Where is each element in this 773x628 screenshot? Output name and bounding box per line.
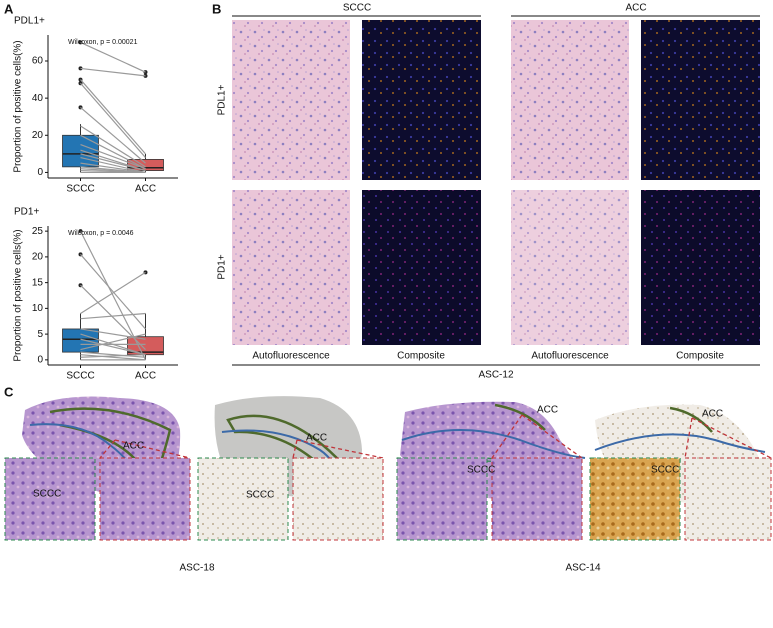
image — [362, 190, 481, 345]
paired-line — [80, 67, 146, 77]
paired-line — [80, 284, 146, 350]
image-label: Composite — [397, 351, 445, 362]
y-tick-label: 40 — [32, 93, 44, 104]
sample-label: ASC-18 — [179, 563, 214, 574]
region-label: ACC — [123, 441, 144, 452]
image-label: Autofluorescence — [252, 351, 330, 362]
paired-line — [80, 312, 146, 320]
contour — [669, 406, 713, 433]
paired-line — [80, 253, 146, 330]
paired-line — [80, 271, 146, 315]
x-tick-label: SCCC — [66, 371, 94, 382]
contour — [401, 429, 586, 459]
paired-line — [80, 106, 146, 164]
y-tick-label: 0 — [37, 167, 43, 178]
y-axis-label: Proportion of positive cells(%) — [13, 40, 24, 172]
zoom-image — [292, 457, 384, 541]
box — [62, 134, 99, 168]
paired-line — [80, 354, 146, 358]
paired-line — [80, 328, 146, 340]
box — [127, 159, 164, 171]
y-tick-label: 5 — [37, 329, 43, 340]
paired-line — [80, 125, 146, 168]
region-label: ACC — [306, 433, 327, 444]
y-tick-label: 20 — [32, 130, 44, 141]
paired-line — [80, 79, 146, 155]
box — [62, 328, 99, 353]
x-tick-label: SCCC — [66, 184, 94, 195]
y-tick-label: 15 — [32, 277, 44, 288]
image — [511, 20, 629, 180]
contour — [494, 403, 546, 431]
paired-line — [80, 333, 146, 351]
image — [232, 20, 350, 180]
zoom-image — [197, 457, 289, 541]
chart-title: PDL1+ — [14, 16, 45, 27]
y-tick-label: 10 — [32, 303, 44, 314]
image-label: Autofluorescence — [531, 351, 609, 362]
paired-line — [80, 162, 146, 174]
image — [641, 190, 760, 345]
contour — [594, 433, 766, 453]
zoom-image — [684, 457, 772, 541]
panel-b: SCCC ACC PDL1+ PD1+ Autofluorescence Com… — [217, 3, 760, 381]
zoom-image — [396, 457, 488, 541]
region-label: ACC — [537, 405, 558, 416]
region-label: SCCC — [651, 465, 679, 476]
region-label: SCCC — [33, 489, 61, 500]
image — [362, 20, 481, 180]
paired-line — [80, 354, 146, 361]
y-tick-label: 0 — [37, 354, 43, 365]
x-tick-label: ACC — [135, 371, 156, 382]
box-charts: PDL1+ Proportion of positive cells(%) 0 20 4… — [13, 16, 178, 382]
paired-line — [80, 144, 146, 170]
paired-line — [80, 351, 146, 358]
image — [232, 190, 350, 345]
zoom-image — [4, 457, 96, 541]
column-header: SCCC — [343, 3, 371, 14]
paired-line — [80, 153, 146, 172]
image-label: Composite — [676, 351, 724, 362]
x-tick-label: ACC — [135, 184, 156, 195]
row-label: PD1+ — [217, 254, 228, 279]
y-tick-label: 20 — [32, 252, 44, 263]
sample-label: ASC-12 — [478, 370, 513, 381]
y-tick-label: 25 — [32, 226, 44, 237]
image — [511, 190, 629, 345]
zoom-image — [491, 457, 583, 541]
annotation: Wilcoxon, p = 0.0046 — [68, 230, 134, 237]
y-tick-label: 60 — [32, 56, 44, 67]
panel-c: ACC SCCC ACC SCCC ACC SCCC ACC SCCC ASC-… — [4, 396, 772, 574]
paired-line — [80, 82, 146, 158]
panel-label: C — [4, 384, 14, 399]
y-axis-label: Proportion of positive cells(%) — [13, 229, 24, 361]
region-label: SCCC — [467, 465, 495, 476]
zoom-image — [99, 457, 191, 541]
panel-label: B — [212, 1, 221, 16]
column-header: ACC — [625, 3, 646, 14]
region-label: ACC — [702, 409, 723, 420]
annotation: Wilcoxon, p = 0.00021 — [68, 39, 138, 46]
paired-line — [80, 134, 146, 170]
region-label: SCCC — [246, 490, 274, 501]
zoom-image — [589, 457, 681, 541]
image — [641, 20, 760, 180]
panel-label: A — [4, 1, 14, 16]
paired-line — [80, 41, 146, 73]
row-label: PDL1+ — [217, 84, 228, 115]
chart-title: PD1+ — [14, 207, 39, 218]
sample-label: ASC-14 — [565, 563, 600, 574]
paired-line — [80, 338, 146, 356]
paired-line — [80, 156, 146, 174]
